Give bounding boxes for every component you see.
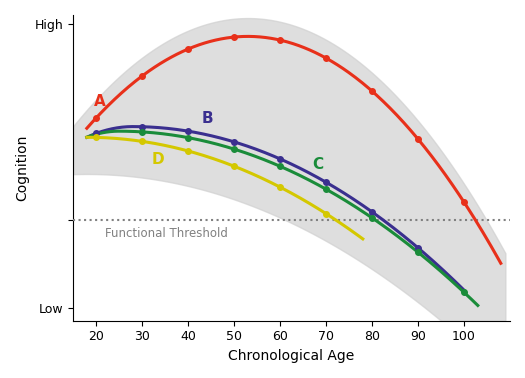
X-axis label: Chronological Age: Chronological Age [228,349,355,363]
Text: D: D [151,152,164,167]
Text: Functional Threshold: Functional Threshold [105,227,228,240]
Text: C: C [312,157,323,172]
Y-axis label: Cognition: Cognition [15,135,29,201]
Text: B: B [202,112,214,127]
Text: A: A [94,94,106,109]
